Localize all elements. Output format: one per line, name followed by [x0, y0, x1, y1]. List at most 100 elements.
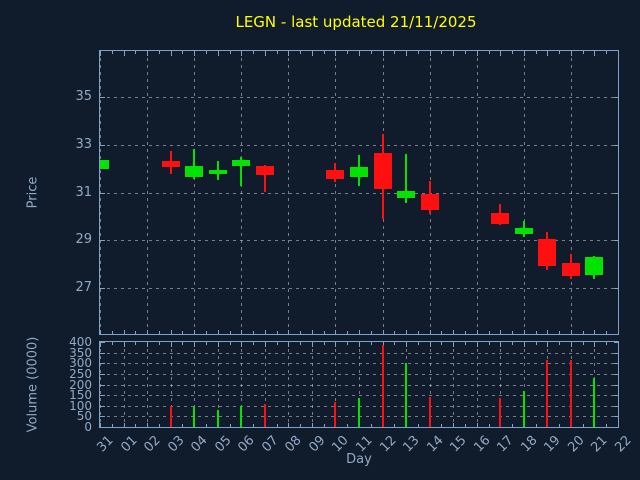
tick-mark [135, 331, 137, 334]
tick-mark [613, 395, 618, 397]
volume-bar [240, 405, 243, 427]
tick-mark [264, 329, 266, 334]
tick-mark [613, 240, 618, 242]
tick-mark [441, 424, 443, 427]
tick-mark [111, 424, 113, 427]
tick-mark [500, 342, 502, 347]
volume-gridline-v [453, 342, 455, 427]
tick-mark [359, 329, 360, 334]
candle-body [100, 160, 109, 169]
tick-mark [613, 192, 618, 194]
volume-bar [405, 363, 408, 427]
tick-mark [394, 51, 396, 54]
volume-gridline-v [147, 342, 149, 427]
candle-wick [193, 149, 196, 180]
tick-mark [300, 331, 302, 334]
day-tick-label: 04 [188, 433, 211, 456]
volume-bar [381, 345, 384, 427]
price-gridline-h [100, 96, 618, 98]
volume-gridline-v [241, 342, 243, 427]
tick-mark [606, 331, 608, 334]
tick-mark [100, 416, 105, 418]
tick-mark [594, 51, 596, 56]
tick-mark [453, 342, 455, 347]
tick-mark [535, 51, 537, 54]
day-tick-label: 18 [518, 433, 541, 456]
day-tick-label: 16 [471, 433, 494, 456]
tick-mark [453, 422, 455, 427]
volume-gridline-v [500, 342, 502, 427]
tick-mark [464, 424, 466, 427]
tick-mark [453, 51, 455, 56]
volume-bar [358, 398, 360, 427]
tick-mark [370, 342, 372, 345]
price-gridline-h [100, 288, 618, 290]
candle-wick [263, 164, 266, 193]
tick-mark [323, 342, 325, 345]
tick-mark [300, 424, 302, 427]
volume-panel [100, 342, 618, 427]
chart-title: LEGN - last updated 21/11/2025 [235, 13, 477, 31]
tick-mark [429, 51, 431, 56]
price-gridline-v [241, 51, 243, 334]
tick-mark [429, 342, 431, 347]
tick-mark [123, 51, 125, 56]
tick-mark [194, 342, 196, 347]
tick-mark [512, 342, 514, 345]
candle-body [350, 167, 368, 177]
candle-body [538, 239, 557, 266]
tick-mark [100, 342, 105, 343]
tick-mark [100, 422, 101, 427]
tick-mark [613, 352, 618, 354]
candle-body [585, 257, 604, 276]
tick-mark [382, 51, 384, 56]
tick-mark [264, 51, 266, 56]
tick-mark [406, 342, 408, 347]
tick-mark [582, 51, 584, 54]
candle-body [561, 263, 580, 277]
tick-mark [464, 331, 466, 334]
day-tick-label: 06 [235, 433, 258, 456]
volume-bar [169, 405, 172, 427]
tick-mark [323, 331, 325, 334]
tick-mark [512, 424, 514, 427]
day-tick-label: 07 [259, 433, 282, 456]
tick-mark [100, 363, 105, 365]
tick-mark [111, 51, 113, 54]
tick-mark [347, 424, 349, 427]
tick-mark [229, 424, 231, 427]
tick-mark [100, 352, 105, 354]
tick-mark [311, 329, 313, 334]
tick-mark [264, 342, 266, 347]
candle-body [161, 161, 180, 168]
tick-mark [253, 342, 255, 345]
tick-mark [241, 342, 243, 347]
tick-mark [158, 331, 160, 334]
volume-bar [499, 398, 502, 427]
tick-mark [613, 363, 618, 365]
tick-mark [476, 342, 478, 347]
tick-mark [417, 342, 419, 345]
volume-bar [522, 390, 525, 427]
price-gridline-h [100, 192, 618, 194]
tick-mark [570, 51, 572, 56]
tick-mark [347, 342, 349, 345]
tick-mark [147, 51, 149, 56]
volume-bar [193, 406, 196, 427]
tick-mark [370, 51, 372, 54]
tick-mark [158, 342, 160, 345]
tick-mark [441, 51, 443, 54]
candle-body [185, 166, 204, 177]
tick-mark [147, 329, 149, 334]
tick-mark [464, 51, 466, 54]
candle-wick [405, 154, 408, 204]
tick-mark [100, 342, 101, 347]
tick-mark [276, 51, 278, 54]
tick-mark [606, 424, 608, 427]
volume-tick-label: 350 [69, 345, 92, 360]
volume-gridline-v [170, 342, 172, 427]
volume-gridline-v [217, 342, 219, 427]
tick-mark [523, 51, 525, 56]
tick-mark [229, 331, 231, 334]
volume-gridline-v [288, 342, 290, 427]
